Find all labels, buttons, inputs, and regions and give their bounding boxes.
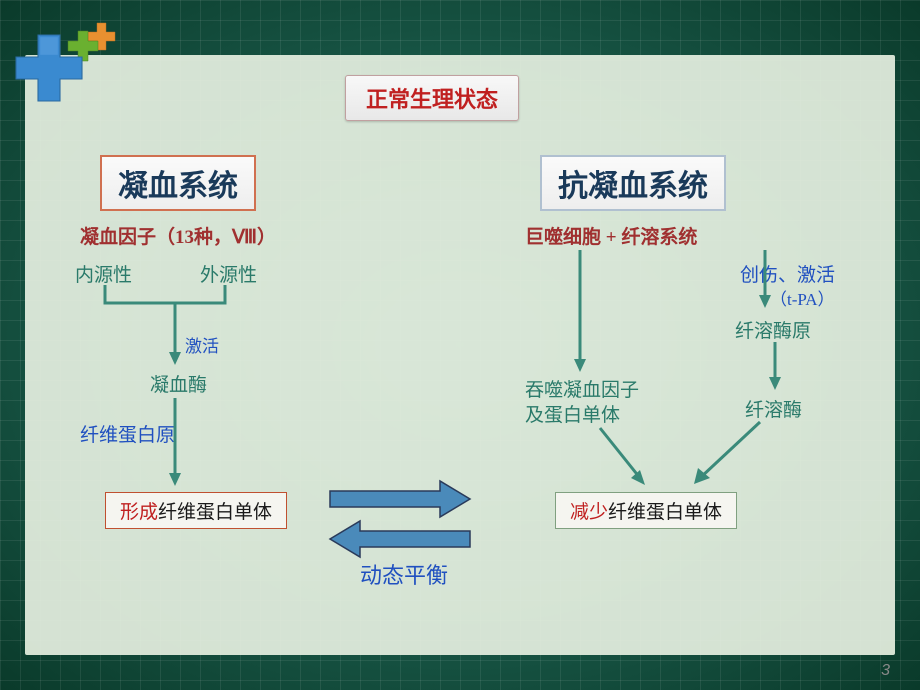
right-result-box: 减少纤维蛋白单体 (555, 492, 737, 529)
balance-label: 动态平衡 (360, 558, 448, 590)
logo-icon (10, 5, 130, 125)
left-section-title: 凝血系统 (100, 155, 256, 211)
macrophage-label: 巨噬细胞 + 纤溶系统 (525, 222, 697, 249)
plasmin-label: 纤溶酶 (745, 395, 802, 422)
fibrinogen-label: 纤维蛋白原 (80, 420, 175, 447)
left-result-box: 形成纤维蛋白单体 (105, 492, 287, 529)
right-result-prefix: 减少 (570, 502, 608, 523)
phagocytose-line1: 吞噬凝血因子 (525, 375, 639, 402)
activate-label: 激活 (185, 332, 219, 357)
extrinsic-label: 外源性 (200, 260, 257, 287)
left-result-prefix: 形成 (120, 502, 158, 523)
trauma-label: 创伤、激活 (740, 260, 835, 287)
thrombin-label: 凝血酶 (150, 370, 207, 397)
page-number: 3 (881, 662, 890, 680)
coag-factors-label: 凝血因子（13种，Ⅷ） (80, 222, 276, 249)
tpa-label: （t-PA） (770, 285, 835, 310)
right-section-title: 抗凝血系统 (540, 155, 726, 211)
left-result-main: 纤维蛋白单体 (158, 502, 272, 523)
right-result-main: 纤维蛋白单体 (608, 502, 722, 523)
content-panel (25, 55, 895, 655)
page-title: 正常生理状态 (345, 75, 519, 121)
plasminogen-label: 纤溶酶原 (735, 316, 811, 343)
phagocytose-line2: 及蛋白单体 (525, 400, 620, 427)
intrinsic-label: 内源性 (75, 260, 132, 287)
